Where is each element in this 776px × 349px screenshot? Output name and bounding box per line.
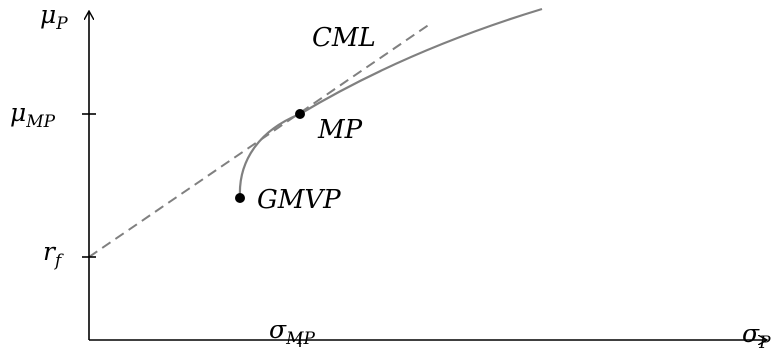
x-axis-label: σP	[742, 319, 771, 349]
r-f-label: rf	[43, 237, 64, 271]
gmvp-point	[235, 193, 245, 203]
cml-label: CML	[312, 23, 376, 53]
cml-line	[88, 23, 431, 258]
sigma-mp-label: σMP	[269, 315, 315, 349]
mu-mp-label: μMP	[10, 98, 56, 132]
efficient-frontier-curve	[238, 7, 543, 199]
gmvp-label: GMVP	[257, 185, 341, 215]
mp-point	[295, 109, 305, 119]
mp-label: MP	[317, 115, 363, 145]
y-axis-label: μP	[40, 0, 68, 34]
